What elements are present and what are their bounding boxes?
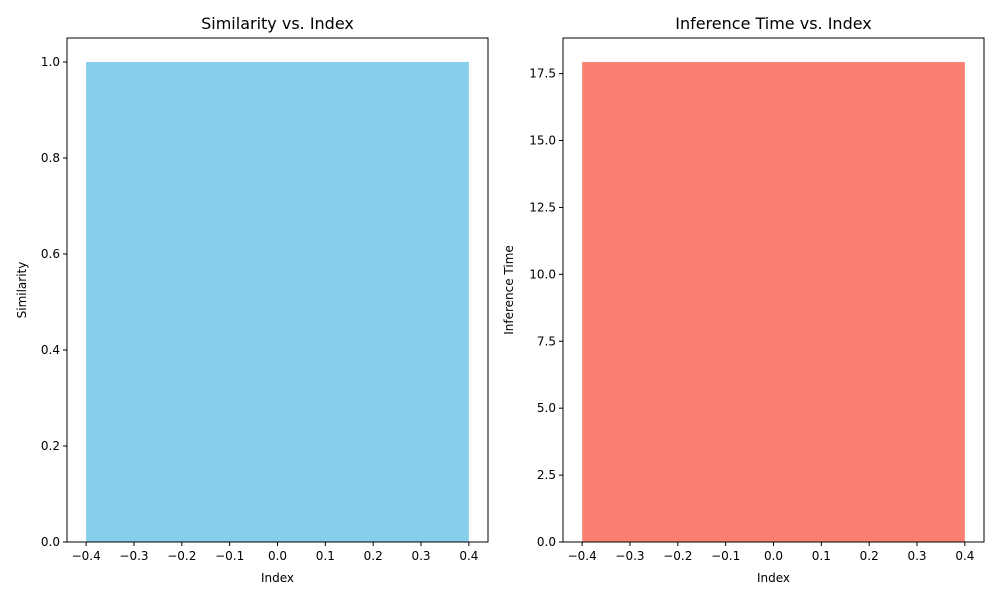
x-tick-label: −0.1 bbox=[711, 549, 740, 563]
x-tick-label: −0.2 bbox=[167, 549, 196, 563]
y-tick-label: 12.5 bbox=[529, 200, 556, 214]
x-tick-label: −0.3 bbox=[615, 549, 644, 563]
x-tick-label: 0.1 bbox=[316, 549, 335, 563]
y-tick-label: 1.0 bbox=[41, 55, 60, 69]
chart-title: Similarity vs. Index bbox=[201, 14, 354, 33]
y-tick-label: 2.5 bbox=[537, 468, 556, 482]
x-tick-label: 0.4 bbox=[459, 549, 478, 563]
y-axis-label: Similarity bbox=[15, 262, 29, 319]
y-axis-label: Inference Time bbox=[502, 245, 516, 335]
y-axis-ticks: 0.0 0.2 0.4 0.6 0.8 1.0 bbox=[41, 55, 67, 549]
y-axis-ticks: 0.0 2.5 5.0 7.5 10.0 12.5 15.0 17.5 bbox=[529, 67, 563, 549]
y-tick-label: 7.5 bbox=[537, 334, 556, 348]
chart-title: Inference Time vs. Index bbox=[675, 14, 872, 33]
x-tick-label: 0.3 bbox=[411, 549, 430, 563]
x-tick-label: 0.4 bbox=[955, 549, 974, 563]
y-tick-label: 0.2 bbox=[41, 439, 60, 453]
chart-inference-time: Inference Time vs. Index −0.4 −0.3 −0.2 −0.… bbox=[502, 14, 985, 585]
x-tick-label: 0.0 bbox=[764, 549, 783, 563]
y-tick-label: 10.0 bbox=[529, 267, 556, 281]
x-tick-label: −0.1 bbox=[215, 549, 244, 563]
x-axis-ticks: −0.4 −0.3 −0.2 −0.1 0.0 0.1 0.2 0.3 0.4 bbox=[72, 542, 478, 563]
y-tick-label: 5.0 bbox=[537, 401, 556, 415]
y-tick-label: 0.8 bbox=[41, 151, 60, 165]
x-tick-label: −0.2 bbox=[663, 549, 692, 563]
x-axis-ticks: −0.4 −0.3 −0.2 −0.1 0.0 0.1 0.2 0.3 0.4 bbox=[568, 542, 974, 563]
x-tick-label: 0.3 bbox=[907, 549, 926, 563]
x-tick-label: −0.4 bbox=[568, 549, 597, 563]
x-tick-label: −0.3 bbox=[119, 549, 148, 563]
bar bbox=[582, 62, 965, 542]
x-tick-label: 0.1 bbox=[812, 549, 831, 563]
x-axis-label: Index bbox=[261, 571, 294, 585]
y-tick-label: 0.6 bbox=[41, 247, 60, 261]
plot-frame bbox=[66, 37, 489, 543]
x-axis-label: Index bbox=[757, 571, 790, 585]
plot-frame bbox=[562, 37, 985, 543]
y-tick-label: 0.0 bbox=[41, 535, 60, 549]
bar-series bbox=[582, 62, 965, 542]
y-tick-label: 15.0 bbox=[529, 134, 556, 148]
y-tick-label: 0.4 bbox=[41, 343, 60, 357]
x-tick-label: 0.2 bbox=[860, 549, 879, 563]
x-tick-label: −0.4 bbox=[72, 549, 101, 563]
chart-similarity: Similarity vs. Index −0.4 −0.3 −0.2 −0.1 0.0… bbox=[15, 14, 489, 585]
bar-series bbox=[86, 62, 469, 542]
x-tick-label: 0.2 bbox=[364, 549, 383, 563]
y-tick-label: 17.5 bbox=[529, 67, 556, 81]
x-tick-label: 0.0 bbox=[268, 549, 287, 563]
y-tick-label: 0.0 bbox=[537, 535, 556, 549]
bar bbox=[86, 62, 469, 542]
